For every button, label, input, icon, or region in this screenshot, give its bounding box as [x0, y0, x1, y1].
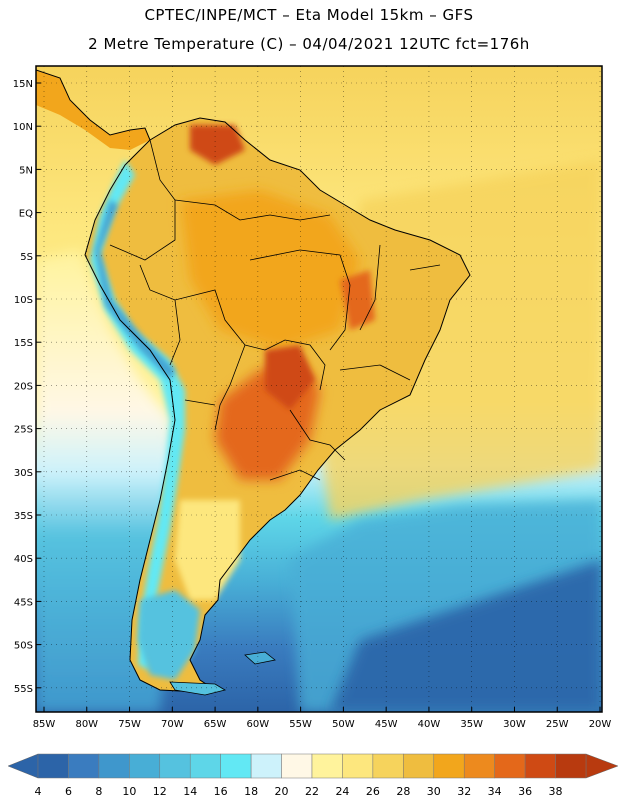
lon-label: 65W: [204, 719, 227, 730]
lon-label: 50W: [332, 719, 355, 730]
lat-label: 5S: [20, 252, 33, 263]
hot-core-center: [265, 345, 315, 410]
colorbar-label: 28: [396, 785, 410, 798]
lat-label: 10N: [13, 122, 33, 133]
colorbar-left-arrow: [7, 753, 39, 779]
lat-label: 20S: [14, 381, 33, 392]
lon-label: 60W: [247, 719, 270, 730]
lon-label: 55W: [289, 719, 312, 730]
colorbar-swatch: [555, 753, 587, 779]
colorbar-label: 12: [153, 785, 167, 798]
title-line-2: 2 Metre Temperature (C) – 04/04/2021 12U…: [88, 35, 530, 53]
lon-label: 75W: [118, 719, 141, 730]
colorbar-label: 8: [95, 785, 102, 798]
deep-ocean-cold: [330, 560, 602, 712]
colorbar-label: 20: [275, 785, 289, 798]
colorbar-swatch: [98, 753, 130, 779]
colorbar-label: 24: [335, 785, 349, 798]
colorbar-swatch: [159, 753, 191, 779]
colorbar-label: 10: [122, 785, 136, 798]
andes-cold-strip: [90, 160, 185, 670]
colorbar-label: 6: [65, 785, 72, 798]
colorbar-swatch: [281, 753, 313, 779]
lat-label: 50S: [14, 641, 33, 652]
colorbar-label: 22: [305, 785, 319, 798]
map-frame: [35, 65, 603, 713]
lat-label: 55S: [14, 684, 33, 695]
colorbar-swatch: [311, 753, 343, 779]
lat-label: 45S: [14, 597, 33, 608]
lon-label: 45W: [375, 719, 398, 730]
colorbar-label: 4: [35, 785, 42, 798]
colorbar-label: 36: [518, 785, 532, 798]
amazon-warm-zone: [180, 190, 360, 350]
lat-label: 5N: [19, 165, 33, 176]
colorbar-swatch: [524, 753, 556, 779]
colorbar-swatch: [250, 753, 282, 779]
colorbar-swatch: [463, 753, 495, 779]
lon-label: 25W: [546, 719, 569, 730]
lat-label: 40S: [14, 554, 33, 565]
colorbar-label: 30: [427, 785, 441, 798]
lat-label: 30S: [14, 468, 33, 479]
colorbar-swatch: [220, 753, 252, 779]
colorbar-label: 38: [549, 785, 563, 798]
lon-label: 40W: [418, 719, 441, 730]
colorbar-label: 18: [244, 785, 258, 798]
colorbar-swatch: [433, 753, 465, 779]
colorbar-swatch: [189, 753, 221, 779]
central-america-land: [36, 70, 150, 150]
colorbar-swatch: [37, 753, 69, 779]
lon-label: 85W: [33, 719, 56, 730]
colorbar-label: 16: [214, 785, 228, 798]
colorbar-swatch: [129, 753, 161, 779]
country-borders: [109, 139, 441, 481]
lat-label: 15S: [14, 338, 33, 349]
colorbar-label: 34: [488, 785, 502, 798]
colorbar-right-arrow: [585, 753, 618, 779]
tierra-del-fuego: [169, 681, 227, 696]
axis-ticks: 15N 10N 5N EQ 5S 10S 15S 20S 25S 30S 35S 40S 45S 50S 5…: [13, 79, 612, 730]
malvinas-islands: [244, 651, 276, 665]
lon-label: 80W: [75, 719, 98, 730]
hot-core-northeast: [340, 270, 375, 330]
lon-label: 35W: [460, 719, 483, 730]
lon-label: 70W: [161, 719, 184, 730]
patagonia-cold: [138, 590, 200, 680]
hot-core-north: [190, 125, 245, 165]
lat-label: 35S: [14, 511, 33, 522]
title-line-1: CPTEC/INPE/MCT – Eta Model 15km – GFS: [144, 6, 474, 24]
colorbar-label: 32: [457, 785, 471, 798]
lon-label: 20W: [589, 719, 612, 730]
lat-label: EQ: [19, 209, 33, 220]
colorbar-swatch: [403, 753, 435, 779]
andes-peaks: [95, 200, 175, 380]
colorbar-label: 14: [183, 785, 197, 798]
lat-label: 10S: [14, 295, 33, 306]
coastline: [84, 117, 471, 693]
lat-label: 25S: [14, 425, 33, 436]
central-america-coast: [36, 69, 151, 141]
colorbar-swatch: [494, 753, 526, 779]
colorbar-swatch: [372, 753, 404, 779]
colorbar: 4 6 8 10 12 14 16 18 20 22 24 26 28 30 32 34 36 38: [7, 753, 618, 798]
lon-label: 30W: [503, 719, 526, 730]
colorbar-swatch: [342, 753, 374, 779]
colorbar-label: 26: [366, 785, 380, 798]
lat-label: 15N: [13, 79, 33, 90]
colorbar-swatch: [68, 753, 100, 779]
